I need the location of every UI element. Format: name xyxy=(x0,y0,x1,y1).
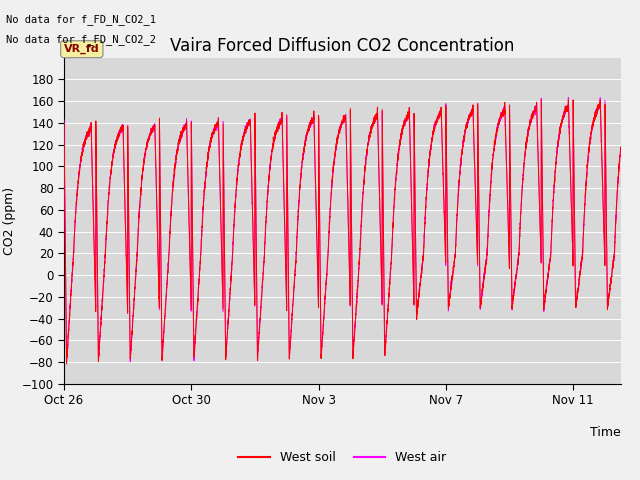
Text: No data for f_FD_N_CO2_2: No data for f_FD_N_CO2_2 xyxy=(6,34,156,45)
Text: No data for f_FD_N_CO2_1: No data for f_FD_N_CO2_1 xyxy=(6,14,156,25)
Legend: West soil, West air: West soil, West air xyxy=(233,446,452,469)
Text: VR_fd: VR_fd xyxy=(64,44,100,54)
Title: Vaira Forced Diffusion CO2 Concentration: Vaira Forced Diffusion CO2 Concentration xyxy=(170,36,515,55)
Y-axis label: CO2 (ppm): CO2 (ppm) xyxy=(3,187,16,255)
Text: Time: Time xyxy=(590,426,621,439)
